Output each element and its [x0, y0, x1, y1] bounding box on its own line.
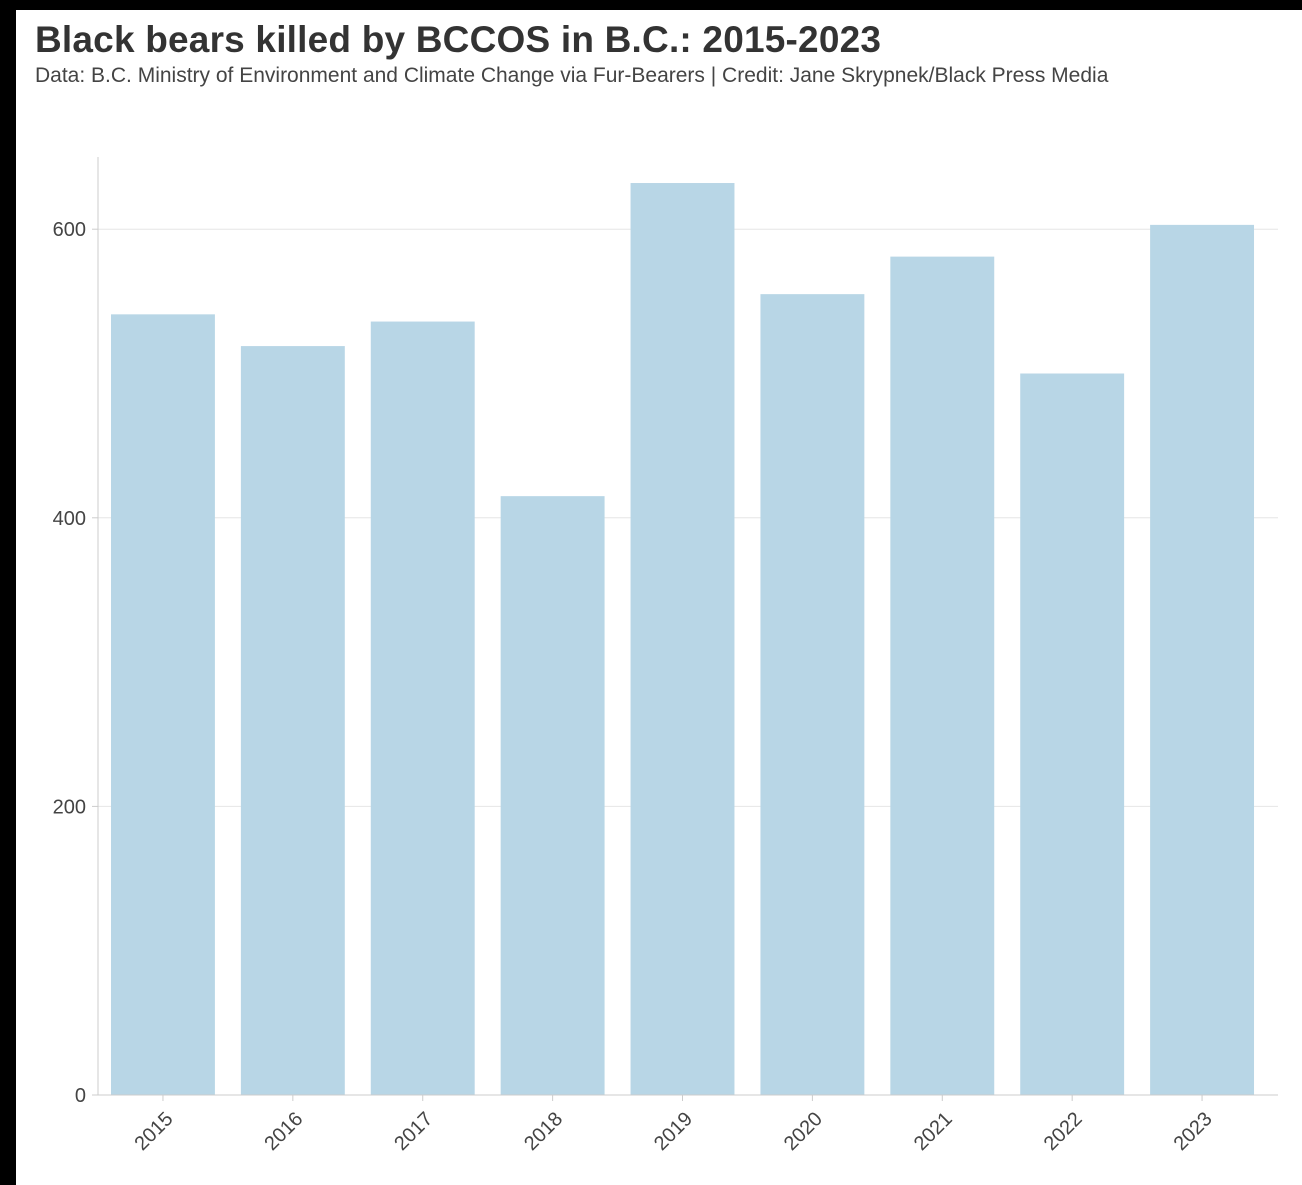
x-tick-label-2016: 2016: [260, 1108, 307, 1155]
y-tick-label: 400: [53, 508, 86, 530]
bar-2017: [370, 321, 475, 1095]
x-tick-label-2019: 2019: [650, 1108, 697, 1155]
x-tick-label-2021: 2021: [910, 1108, 957, 1155]
bar-2016: [240, 346, 345, 1095]
x-tick-label-2020: 2020: [780, 1108, 827, 1155]
bar-2019: [630, 183, 735, 1096]
bar-2023: [1150, 224, 1255, 1096]
bar-2015: [111, 314, 215, 1095]
x-axis: 2015 2016 2017 2018 2019 2020 2021 2022 2023: [98, 1094, 1278, 1155]
bar-2022: [1020, 373, 1125, 1095]
bar-2018: [500, 496, 605, 1095]
y-axis: 0 200 400 600: [53, 157, 99, 1107]
bar-2020: [760, 294, 865, 1095]
x-tick-label-2018: 2018: [520, 1108, 567, 1155]
x-tick-label-2022: 2022: [1040, 1108, 1087, 1155]
x-tick-label-2023: 2023: [1170, 1108, 1217, 1155]
bars: [111, 183, 1255, 1096]
chart-subtitle: Data: B.C. Ministry of Environment and C…: [35, 64, 1109, 87]
chart-title: Black bears killed by BCCOS in B.C.: 201…: [35, 19, 882, 60]
x-tick-label-2017: 2017: [390, 1108, 437, 1155]
y-tick-label: 200: [53, 796, 86, 818]
y-tick-label: 0: [75, 1085, 86, 1107]
bar-2021: [890, 256, 995, 1095]
y-tick-label: 600: [53, 219, 86, 241]
chart-frame: Black bears killed by BCCOS in B.C.: 201…: [16, 10, 1302, 1185]
x-tick-label-2015: 2015: [130, 1108, 177, 1155]
